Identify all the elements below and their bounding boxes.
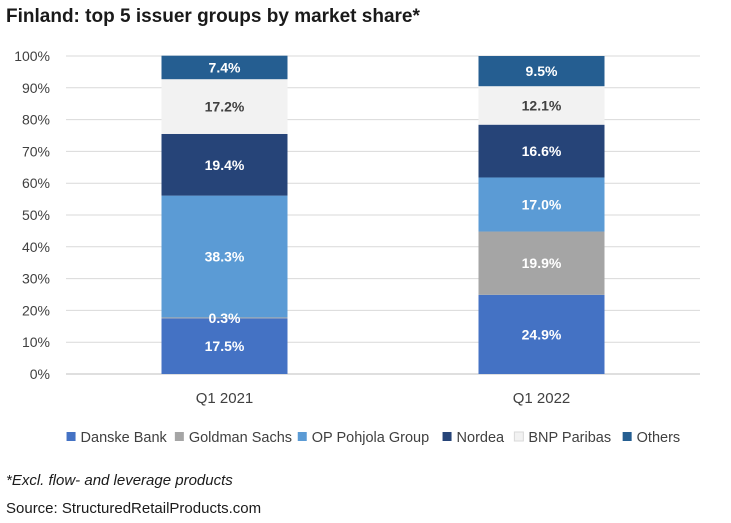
y-tick-label: 40% (22, 239, 50, 255)
bar-segment (478, 294, 605, 374)
data-label: 17.5% (205, 338, 245, 354)
y-tick-label: 80% (22, 112, 50, 128)
data-labels: 17.5% 0.3% 38.3% 19.4% 17.2% 7.4% 24.9% 19.9% 17… (205, 59, 562, 354)
y-axis: 0% 10% 20% 30% 40% 50% 60% 70% 80% 90% 100% (14, 48, 50, 382)
legend-swatch (297, 432, 307, 441)
bar-segment (161, 133, 288, 196)
y-tick-label: 70% (22, 143, 50, 159)
source-note: Source: StructuredRetailProducts.com (6, 500, 262, 517)
legend-label: BNP Paribas (528, 430, 611, 446)
data-label: 38.3% (205, 248, 245, 264)
data-label: 12.1% (522, 97, 562, 113)
data-label: 19.9% (522, 255, 562, 271)
legend-swatch (622, 432, 632, 441)
y-tick-label: 30% (22, 271, 50, 287)
legend-label: OP Pohjola Group (312, 430, 429, 446)
y-tick-label: 60% (22, 175, 50, 191)
data-label: 17.2% (205, 99, 245, 115)
chart-title: Finland: top 5 issuer groups by market s… (6, 6, 420, 27)
data-label: 17.0% (522, 197, 562, 213)
footnote: *Excl. flow- and leverage products (6, 472, 233, 489)
legend-swatch (66, 432, 76, 441)
bar-segment (478, 177, 605, 232)
data-label: 0.3% (209, 310, 241, 326)
y-tick-label: 10% (22, 334, 50, 350)
bar-segment (161, 195, 288, 318)
y-tick-label: 20% (22, 302, 50, 318)
bar-segment (478, 56, 605, 87)
data-label: 9.5% (526, 63, 558, 79)
y-tick-label: 50% (22, 207, 50, 223)
gridlines (66, 55, 700, 375)
legend: Danske Bank Goldman Sachs OP Pohjola Group… (66, 430, 681, 446)
legend-label: Danske Bank (81, 430, 168, 446)
x-tick-label: Q1 2021 (196, 390, 254, 407)
data-label: 19.4% (205, 157, 245, 173)
legend-label: Goldman Sachs (189, 430, 292, 446)
bar-segment (161, 55, 288, 80)
legend-label: Nordea (457, 430, 505, 446)
data-label: 16.6% (522, 143, 562, 159)
y-tick-label: 100% (14, 48, 50, 64)
data-label: 24.9% (522, 326, 562, 342)
bar-segment (478, 231, 605, 295)
bar-segment (478, 86, 605, 125)
data-label: 7.4% (209, 59, 241, 75)
bar-segment (161, 317, 288, 319)
y-tick-label: 0% (30, 366, 50, 382)
legend-swatch (513, 431, 524, 442)
legend-label: Others (637, 430, 681, 446)
bar-segment (161, 318, 288, 374)
x-axis: Q1 2021 Q1 2022 (196, 390, 571, 407)
legend-swatch (174, 432, 184, 441)
bar-segment (161, 79, 288, 134)
x-tick-label: Q1 2022 (513, 390, 571, 407)
bars (161, 55, 605, 374)
y-tick-label: 90% (22, 80, 50, 96)
bar-segment (478, 124, 605, 178)
legend-swatch (442, 432, 452, 441)
